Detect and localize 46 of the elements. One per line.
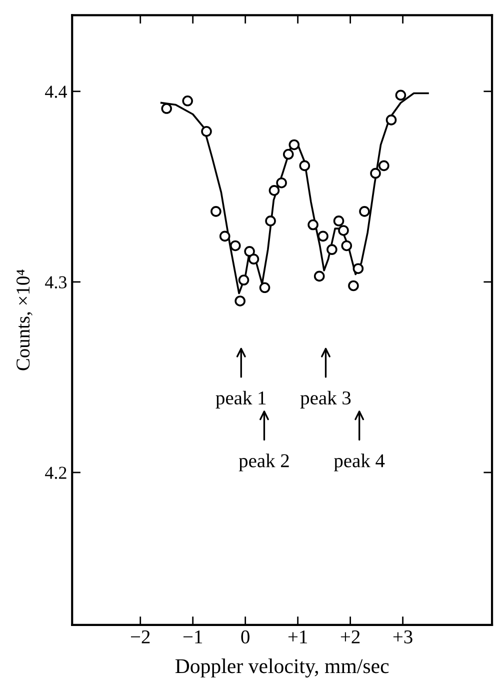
- point: [230, 240, 241, 252]
- point: [395, 90, 406, 101]
- x-tick-label: +3: [393, 630, 412, 644]
- point: [265, 216, 276, 226]
- x-tick-label: +2: [340, 630, 360, 644]
- point: [161, 103, 172, 114]
- annotation: peak 2: [238, 454, 289, 472]
- point: [341, 240, 352, 252]
- point: [288, 139, 300, 150]
- point: [201, 126, 212, 137]
- x-tick-label: +1: [288, 630, 307, 644]
- point: [210, 206, 222, 217]
- point: [378, 160, 390, 172]
- point: [238, 274, 250, 286]
- point: [333, 216, 344, 226]
- point: [276, 177, 287, 188]
- point: [348, 280, 359, 292]
- x-tick-label: −2: [130, 630, 150, 644]
- point: [259, 282, 270, 294]
- point: [268, 185, 280, 196]
- point: [338, 225, 349, 236]
- y-tick-label: 4.2: [45, 466, 66, 480]
- point: [234, 296, 246, 306]
- point: [326, 244, 338, 255]
- point: [359, 206, 370, 217]
- y-tick-label: 4.4: [45, 86, 67, 98]
- point: [370, 168, 381, 179]
- annotation: peak 3: [300, 390, 351, 408]
- point: [318, 230, 328, 242]
- x-tick-label: −1: [183, 630, 202, 644]
- annotation: peak 1: [216, 390, 266, 408]
- point: [219, 230, 230, 242]
- annotation: peak 4: [334, 454, 385, 472]
- point: [386, 114, 397, 126]
- y-axis-title: Counts, ×10⁴: [16, 270, 32, 370]
- point: [182, 96, 193, 106]
- point: [299, 160, 310, 172]
- x-axis-title: Doppler velocity, mm/sec: [175, 658, 389, 678]
- x-tick-label: 0: [241, 630, 250, 644]
- point: [248, 254, 260, 264]
- point: [352, 263, 364, 274]
- y-tick-label: 4.3: [45, 276, 67, 288]
- point: [308, 219, 318, 230]
- point: [244, 246, 255, 257]
- point: [282, 148, 294, 160]
- point: [314, 270, 325, 282]
